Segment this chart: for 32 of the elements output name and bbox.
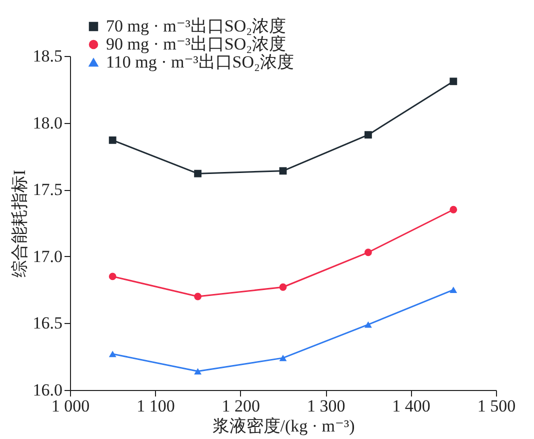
point bbox=[450, 78, 458, 86]
y-tick-label: 18.5 bbox=[32, 46, 62, 66]
point bbox=[364, 321, 372, 328]
point bbox=[364, 131, 372, 139]
y-tick-label: 17.5 bbox=[32, 180, 62, 200]
point bbox=[279, 354, 287, 362]
point bbox=[108, 272, 116, 280]
y-tick-label: 18.0 bbox=[32, 113, 62, 132]
x-tick-label: 1 300 bbox=[306, 396, 346, 416]
point bbox=[194, 170, 202, 178]
y-axis-title: 综合能耗指标I bbox=[10, 169, 29, 278]
point bbox=[194, 292, 202, 300]
point bbox=[108, 350, 116, 358]
x-tick-label: 1 400 bbox=[392, 396, 430, 416]
point bbox=[279, 167, 287, 175]
x-tick-label: 1 100 bbox=[136, 396, 175, 416]
x-axis-title: 浆液密度/(kg · m⁻³) bbox=[212, 416, 355, 436]
y-tick-label: 17.0 bbox=[32, 246, 62, 266]
point bbox=[194, 368, 202, 375]
legend-label: 90 mg · m⁻³出口SO₂浓度 bbox=[106, 34, 286, 54]
x-tick-label: 1 200 bbox=[222, 396, 260, 416]
point bbox=[450, 286, 458, 294]
point bbox=[279, 283, 287, 291]
point bbox=[364, 248, 372, 256]
legend-label: 70 mg · m⁻³出口SO₂浓度 bbox=[106, 16, 286, 36]
y-tick-label: 16.5 bbox=[32, 314, 62, 333]
point bbox=[108, 136, 116, 144]
y-tick-label: 16.0 bbox=[32, 380, 62, 400]
x-tick-label: 1 500 bbox=[477, 396, 516, 416]
x-tick-label: 1 000 bbox=[51, 396, 90, 416]
point bbox=[450, 206, 458, 214]
legend-label: 110 mg · m⁻³出口SO₂浓度 bbox=[106, 52, 294, 72]
